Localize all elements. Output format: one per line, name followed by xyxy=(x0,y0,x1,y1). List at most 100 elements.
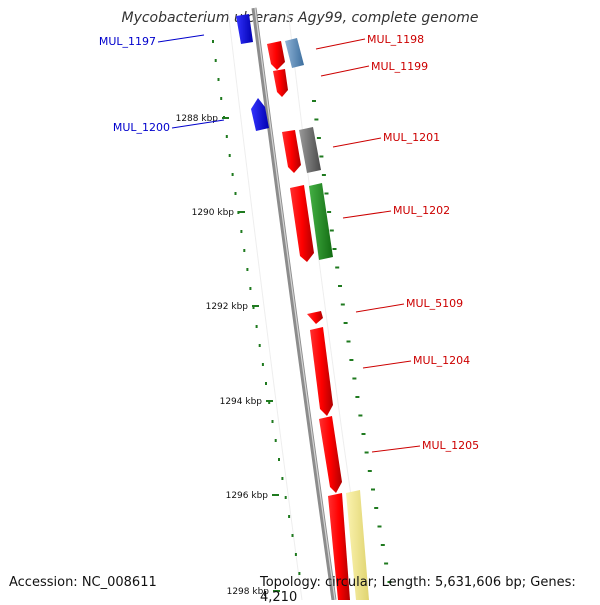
minor-tick-left xyxy=(228,154,231,157)
minor-tick-left xyxy=(284,496,287,499)
minor-tick-right xyxy=(352,377,357,380)
gene-mul-1202[interactable] xyxy=(290,185,314,262)
minor-tick-right xyxy=(321,174,326,176)
genome-backbone-highlight xyxy=(254,7,336,600)
minor-tick-left xyxy=(281,477,284,480)
minor-tick-right xyxy=(312,100,316,102)
gene-mul-5109[interactable] xyxy=(307,311,323,324)
tick-label: 1296 kbp xyxy=(226,491,269,501)
gene-red-bottom[interactable] xyxy=(328,493,350,600)
gene-leader-line xyxy=(320,65,370,77)
minor-tick-left xyxy=(298,572,301,575)
gene-leader-line xyxy=(342,210,392,219)
tick-label: 1292 kbp xyxy=(206,302,249,312)
minor-tick-right xyxy=(314,118,319,121)
minor-tick-left xyxy=(214,59,217,62)
minor-tick-right xyxy=(324,192,329,195)
minor-tick-right xyxy=(374,507,379,509)
gene-mul-1202b[interactable] xyxy=(309,183,333,260)
gene-leader-line xyxy=(371,445,421,453)
minor-tick-left xyxy=(268,401,271,404)
minor-tick-right xyxy=(319,155,324,158)
gene-leader-line xyxy=(315,38,366,50)
gene-mul-1198[interactable] xyxy=(267,41,285,70)
minor-tick-left xyxy=(274,439,277,442)
gene-label[interactable]: MUL_1202 xyxy=(393,204,450,217)
major-tick xyxy=(238,211,245,213)
minor-tick-right xyxy=(349,359,354,361)
gene-leader-line xyxy=(157,34,205,43)
genome-backbone xyxy=(251,7,337,600)
minor-tick-left xyxy=(246,268,249,271)
gene-mul-1201b[interactable] xyxy=(299,127,321,173)
tick-label: 1294 kbp xyxy=(220,397,263,407)
gene-label[interactable]: MUL_1201 xyxy=(383,131,440,144)
minor-tick-right xyxy=(367,470,372,472)
minor-tick-right xyxy=(377,525,382,528)
minor-tick-left xyxy=(234,192,237,195)
gene-label[interactable]: MUL_1197 xyxy=(99,35,156,48)
gene-label[interactable]: MUL_1204 xyxy=(413,354,470,367)
major-tick xyxy=(272,494,279,496)
gene-mul-1205[interactable] xyxy=(319,416,342,493)
minor-tick-left xyxy=(294,553,297,556)
tick-label: 1298 kbp xyxy=(227,587,270,597)
minor-tick-right xyxy=(384,562,389,565)
minor-tick-right xyxy=(343,322,348,324)
accession-text: Accession: NC_008611 xyxy=(9,575,157,590)
minor-tick-left xyxy=(231,173,234,176)
gene-label[interactable]: MUL_1205 xyxy=(422,439,479,452)
gene-label[interactable]: MUL_5109 xyxy=(406,297,463,310)
minor-tick-right xyxy=(364,451,369,454)
gene-label[interactable]: MUL_1200 xyxy=(113,121,170,134)
minor-tick-right xyxy=(338,285,342,287)
gene-mul-1201[interactable] xyxy=(282,130,301,173)
minor-tick-left xyxy=(252,306,255,309)
minor-tick-left xyxy=(271,420,274,423)
minor-tick-right xyxy=(329,229,334,232)
minor-tick-right xyxy=(387,581,392,583)
major-tick xyxy=(273,590,280,592)
minor-tick-left xyxy=(225,135,228,138)
minor-tick-left xyxy=(261,363,264,366)
minor-tick-left xyxy=(217,78,220,81)
gene-mul-1198b[interactable] xyxy=(285,38,304,68)
minor-tick-right xyxy=(316,137,321,139)
minor-tick-left xyxy=(265,382,267,385)
minor-tick-right xyxy=(380,544,385,546)
minor-tick-right xyxy=(361,433,366,435)
gene-mul-1200[interactable] xyxy=(251,98,269,131)
minor-tick-left xyxy=(240,230,243,233)
gene-label[interactable]: MUL_1198 xyxy=(367,33,424,46)
tick-label: 1290 kbp xyxy=(192,208,235,218)
major-tick xyxy=(266,400,273,402)
minor-tick-right xyxy=(335,266,340,269)
minor-tick-right xyxy=(358,414,363,417)
minor-tick-left xyxy=(291,534,294,537)
minor-tick-right xyxy=(327,211,332,213)
gene-leader-line xyxy=(171,119,225,129)
minor-tick-left xyxy=(278,458,280,461)
minor-tick-right xyxy=(355,396,360,398)
gene-leader-line xyxy=(355,303,405,313)
major-tick xyxy=(252,305,259,307)
minor-tick-right xyxy=(340,303,345,306)
gene-yellow-bottom[interactable] xyxy=(346,490,369,600)
inner-guide-arc xyxy=(227,9,303,600)
gene-mul-1197[interactable] xyxy=(236,14,253,44)
minor-tick-right xyxy=(371,488,375,491)
map-title: Mycobacterium ulcerans Agy99, complete g… xyxy=(121,10,479,26)
minor-tick-left xyxy=(288,515,291,518)
topology-text: Topology: circular; Length: 5,631,606 bp… xyxy=(260,575,576,605)
gene-mul-1204[interactable] xyxy=(310,327,333,416)
gene-label[interactable]: MUL_1199 xyxy=(371,60,428,73)
minor-tick-left xyxy=(258,344,261,347)
tick-label: 1288 kbp xyxy=(176,114,219,124)
gene-leader-line xyxy=(362,360,412,369)
minor-tick-left xyxy=(249,287,252,290)
minor-tick-right xyxy=(346,340,351,343)
gene-mul-1199[interactable] xyxy=(273,69,288,97)
minor-tick-left xyxy=(212,40,214,43)
gene-leader-line xyxy=(332,137,382,148)
